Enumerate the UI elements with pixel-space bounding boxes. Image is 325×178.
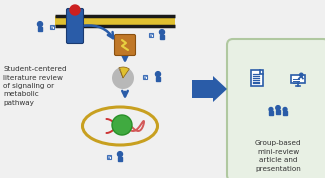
Wedge shape <box>119 67 123 78</box>
Circle shape <box>269 108 273 111</box>
FancyArrow shape <box>118 157 123 161</box>
FancyArrow shape <box>276 110 280 114</box>
Text: Group-based
mini-review
article and
presentation: Group-based mini-review article and pres… <box>255 140 301 172</box>
FancyArrow shape <box>283 111 287 115</box>
Bar <box>50 25 54 29</box>
FancyArrow shape <box>37 27 43 31</box>
Circle shape <box>117 152 123 157</box>
Circle shape <box>283 108 287 111</box>
Bar <box>149 33 153 37</box>
Bar <box>107 155 111 159</box>
FancyBboxPatch shape <box>227 39 325 178</box>
Circle shape <box>70 5 80 15</box>
FancyBboxPatch shape <box>114 35 136 56</box>
Circle shape <box>300 73 303 77</box>
Bar <box>143 75 147 79</box>
Wedge shape <box>119 67 129 78</box>
Bar <box>55 16 175 26</box>
Circle shape <box>276 106 280 110</box>
Circle shape <box>160 30 164 35</box>
Bar <box>251 70 263 86</box>
Circle shape <box>155 72 161 77</box>
Text: Student-centered
literature review
of signaling or
metabolic
pathway: Student-centered literature review of si… <box>3 66 67 106</box>
Wedge shape <box>112 67 134 89</box>
FancyArrow shape <box>156 77 161 81</box>
Bar <box>292 75 305 83</box>
FancyArrowPatch shape <box>85 25 113 38</box>
Circle shape <box>112 115 132 135</box>
FancyBboxPatch shape <box>67 9 84 43</box>
FancyArrow shape <box>192 76 227 102</box>
FancyArrow shape <box>160 35 164 39</box>
Circle shape <box>37 22 43 27</box>
FancyArrow shape <box>269 111 273 115</box>
